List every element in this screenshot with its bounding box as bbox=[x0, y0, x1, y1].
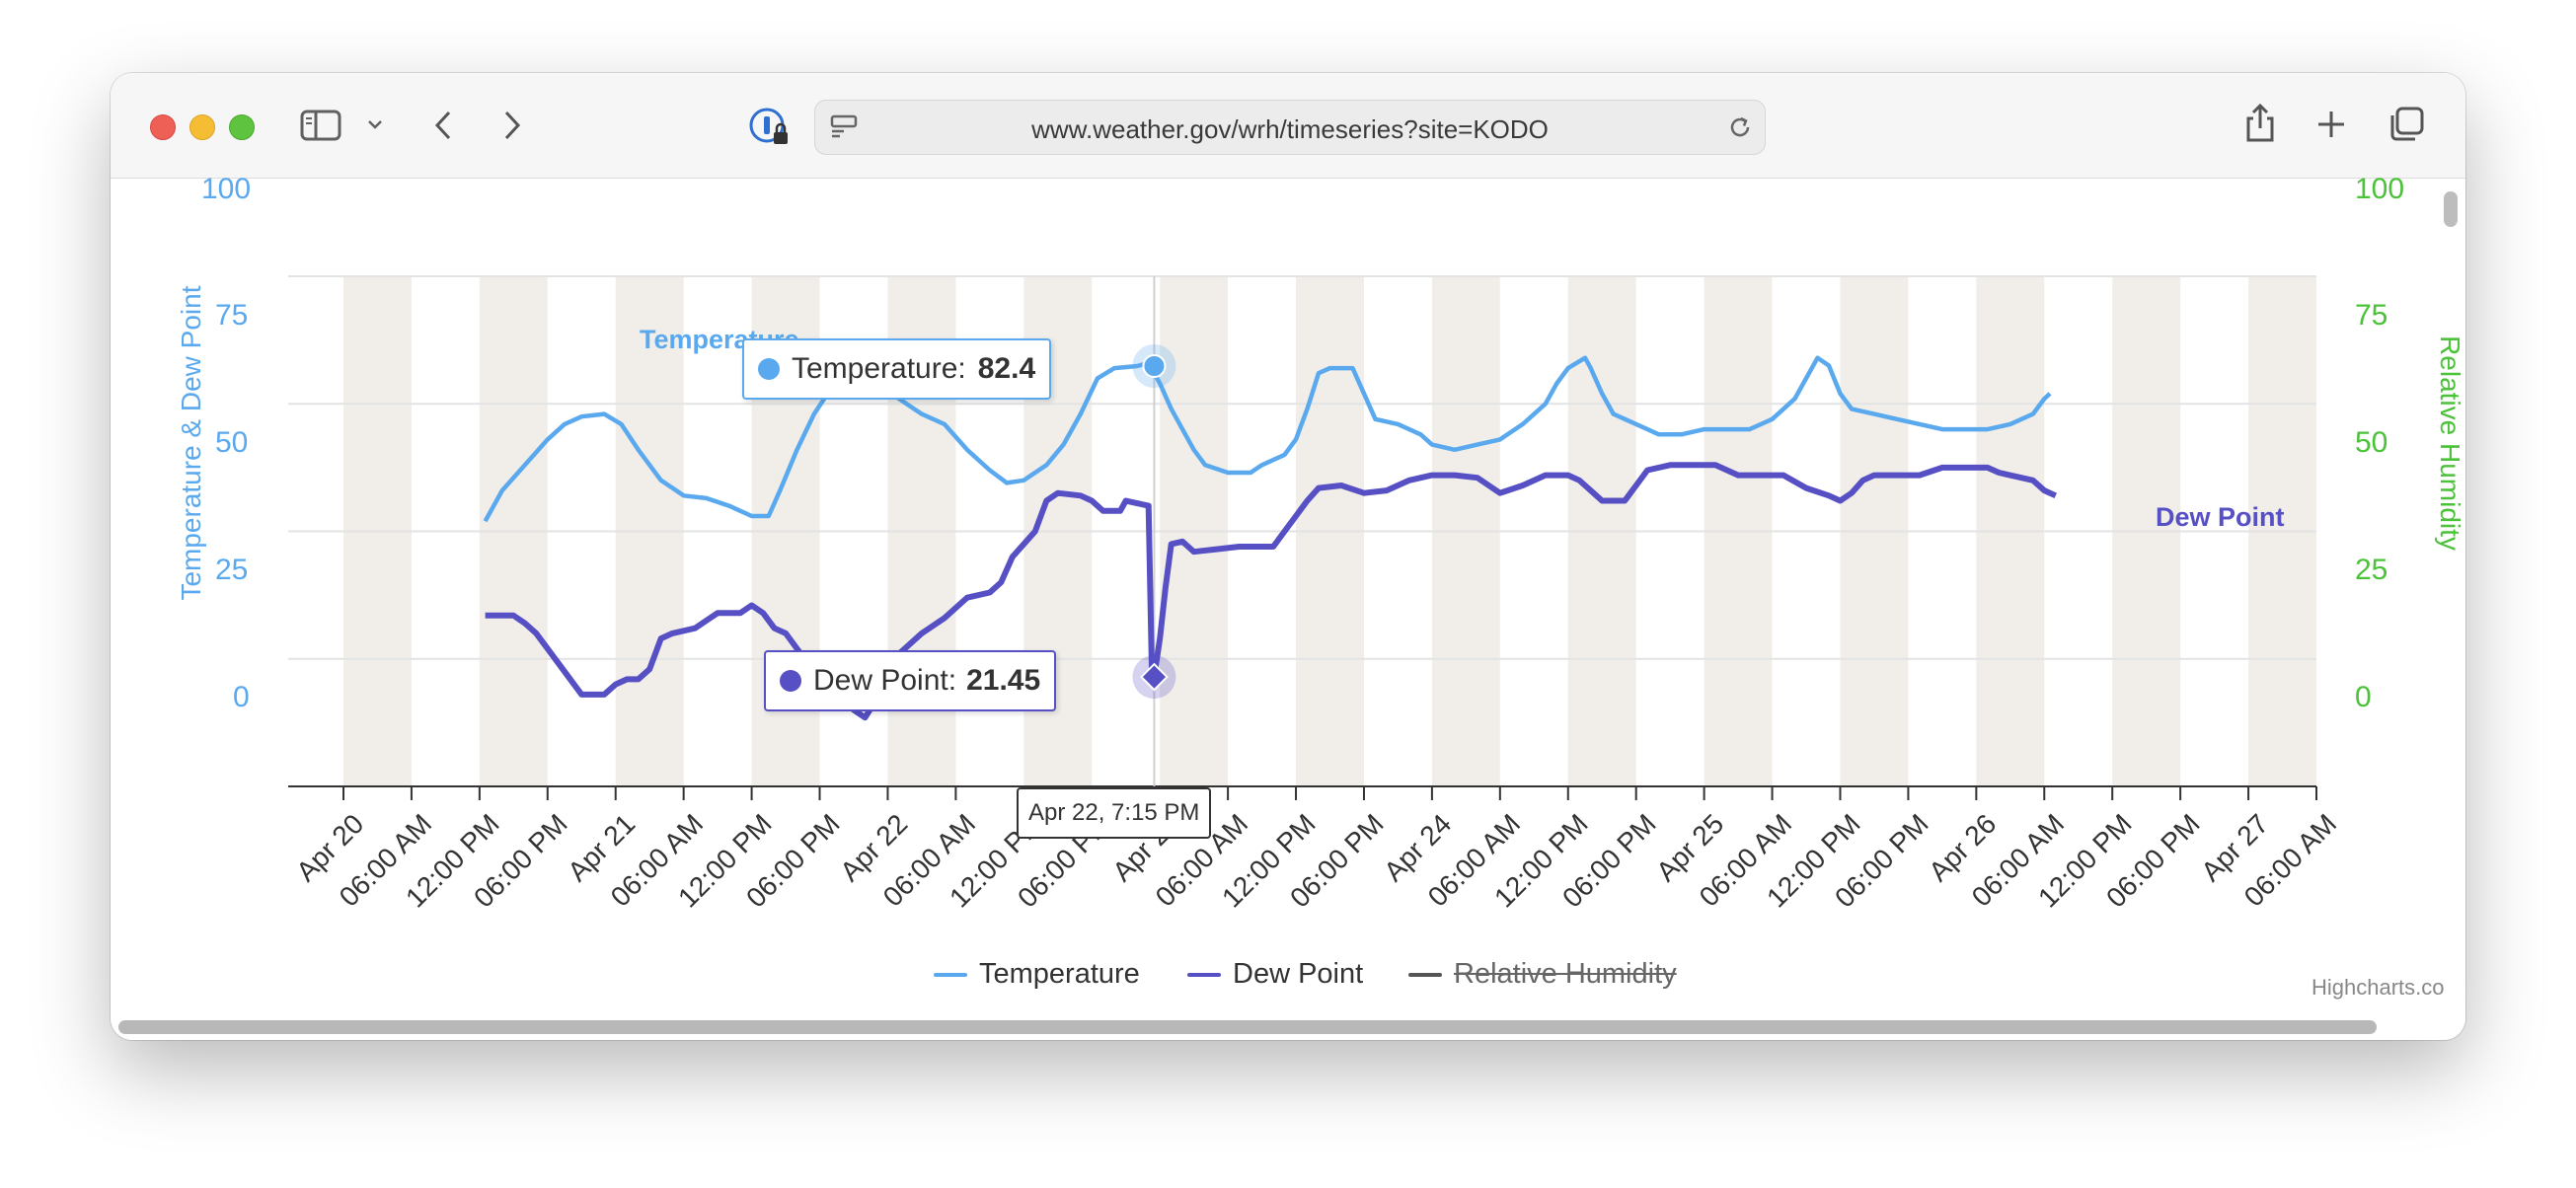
forward-button[interactable] bbox=[497, 107, 527, 144]
y-axis-right-title: Relative Humidity bbox=[2435, 335, 2465, 551]
zoom-window-button[interactable] bbox=[229, 114, 255, 140]
reload-icon[interactable] bbox=[1725, 112, 1755, 142]
dew-point-dot-icon bbox=[780, 670, 801, 692]
legend-temperature[interactable]: Temperature bbox=[934, 958, 1140, 991]
highcharts-credits[interactable]: Highcharts.co bbox=[2311, 975, 2445, 1000]
legend-relative-humidity-swatch bbox=[1408, 972, 1442, 977]
password-manager-icon[interactable] bbox=[748, 107, 790, 148]
new-tab-icon[interactable] bbox=[2313, 107, 2349, 142]
dew-point-series-label: Dew Point bbox=[2156, 502, 2285, 532]
legend-temperature-label: Temperature bbox=[979, 958, 1140, 990]
dew-point-hover-point bbox=[1140, 662, 1169, 692]
legend-relative-humidity-label: Relative Humidity bbox=[1454, 958, 1677, 990]
dew-point-tooltip: Dew Point: 21.45 bbox=[764, 650, 1057, 711]
close-window-button[interactable] bbox=[150, 114, 176, 140]
vertical-scrollbar[interactable] bbox=[2444, 191, 2458, 227]
temperature-line bbox=[483, 355, 2052, 523]
horizontal-scrollbar[interactable] bbox=[118, 1020, 2377, 1034]
legend-dew-point[interactable]: Dew Point bbox=[1187, 958, 1363, 991]
y-tick-left: 100 bbox=[201, 173, 252, 205]
address-bar[interactable]: www.weather.gov/wrh/timeseries?site=KODO bbox=[814, 100, 1766, 155]
tab-overview-icon[interactable] bbox=[2387, 105, 2426, 144]
back-button[interactable] bbox=[428, 107, 458, 144]
y-tick-right: 0 bbox=[2355, 681, 2372, 713]
y-tick-left: 25 bbox=[215, 554, 249, 586]
tooltip-temperature-label: Temperature: bbox=[792, 352, 966, 385]
tooltip-dew-point-label: Dew Point: bbox=[813, 664, 957, 697]
browser-window: www.weather.gov/wrh/timeseries?site=KODO… bbox=[111, 73, 2465, 1040]
share-icon[interactable] bbox=[2240, 101, 2280, 146]
y-tick-left: 0 bbox=[233, 681, 250, 713]
temperature-tooltip: Temperature: 82.4 bbox=[742, 338, 1052, 400]
y-tick-left: 50 bbox=[215, 426, 249, 459]
y-tick-right: 50 bbox=[2355, 426, 2388, 459]
temperature-dot-icon bbox=[758, 358, 780, 380]
y-tick-right: 25 bbox=[2355, 554, 2388, 586]
web-content: 100 75 50 25 0 100 75 50 25 0 Temperatur… bbox=[111, 173, 2465, 1040]
tooltip-dew-point-value: 21.45 bbox=[966, 664, 1041, 697]
y-axis-left-title: Temperature & Dew Point bbox=[176, 285, 206, 601]
temperature-hover-point bbox=[1142, 353, 1167, 378]
minimize-window-button[interactable] bbox=[189, 114, 215, 140]
url-text: www.weather.gov/wrh/timeseries?site=KODO bbox=[1031, 114, 1549, 144]
legend-relative-humidity[interactable]: Relative Humidity bbox=[1408, 958, 1677, 991]
crosshair-date-tooltip: Apr 22, 7:15 PM bbox=[1017, 787, 1212, 839]
y-tick-right: 100 bbox=[2355, 173, 2405, 205]
legend-temperature-swatch bbox=[934, 972, 967, 977]
page-menu-icon[interactable] bbox=[829, 112, 859, 142]
chevron-down-icon[interactable] bbox=[365, 114, 385, 134]
legend-dew-point-swatch bbox=[1187, 972, 1221, 977]
sidebar-toggle-icon[interactable] bbox=[300, 109, 341, 142]
y-tick-right: 75 bbox=[2355, 299, 2388, 332]
legend-dew-point-label: Dew Point bbox=[1233, 958, 1364, 990]
browser-toolbar: www.weather.gov/wrh/timeseries?site=KODO bbox=[111, 73, 2465, 179]
tooltip-temperature-value: 82.4 bbox=[977, 352, 1036, 385]
y-tick-left: 75 bbox=[215, 299, 249, 332]
